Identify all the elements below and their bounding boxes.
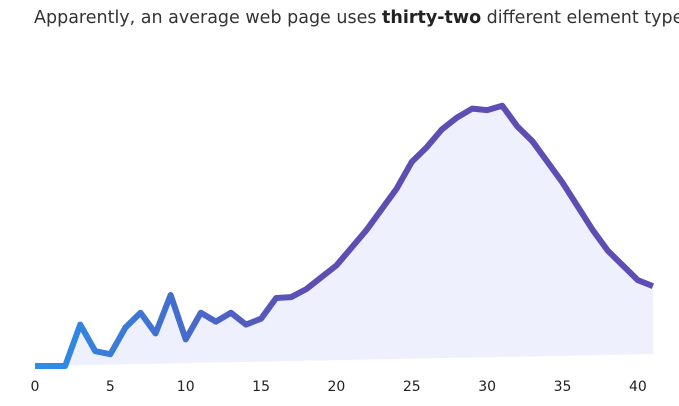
x-tick-label-40: 40 bbox=[629, 379, 647, 395]
caption-emphasis: thirty-two bbox=[382, 8, 482, 28]
data-point-19 bbox=[319, 275, 323, 279]
area-fill bbox=[35, 105, 653, 366]
data-point-28 bbox=[455, 116, 459, 120]
data-point-26 bbox=[425, 145, 429, 149]
data-point-20 bbox=[334, 263, 338, 267]
x-axis-ticks: 0 5 10 15 20 25 30 35 40 bbox=[31, 379, 647, 395]
data-point-5 bbox=[108, 352, 112, 356]
data-point-14 bbox=[244, 323, 248, 327]
data-point-27 bbox=[440, 127, 444, 131]
data-point-31 bbox=[500, 104, 504, 108]
data-point-18 bbox=[304, 287, 308, 291]
x-tick-label-5: 5 bbox=[106, 379, 115, 395]
x-tick-label-15: 15 bbox=[252, 379, 270, 395]
data-point-6 bbox=[123, 326, 127, 330]
data-point-35 bbox=[561, 181, 565, 185]
data-point-9 bbox=[169, 293, 173, 297]
data-point-24 bbox=[395, 187, 399, 191]
x-tick-label-35: 35 bbox=[554, 379, 572, 395]
x-tick-label-25: 25 bbox=[403, 379, 421, 395]
data-point-3 bbox=[78, 323, 82, 327]
data-point-16 bbox=[274, 296, 278, 300]
data-point-40 bbox=[636, 278, 640, 282]
data-point-11 bbox=[199, 311, 203, 315]
caption-text-end: different element types: bbox=[481, 8, 679, 28]
data-point-15 bbox=[259, 317, 263, 321]
data-point-33 bbox=[530, 139, 534, 143]
data-point-22 bbox=[365, 228, 369, 232]
data-point-39 bbox=[621, 263, 625, 267]
x-tick-label-20: 20 bbox=[328, 379, 346, 395]
series-line bbox=[35, 102, 655, 369]
data-point-7 bbox=[139, 311, 143, 315]
x-tick-label-10: 10 bbox=[177, 379, 195, 395]
data-point-23 bbox=[380, 207, 384, 211]
line-layer bbox=[33, 102, 655, 369]
area-layer bbox=[35, 105, 653, 366]
data-point-21 bbox=[350, 246, 354, 250]
x-tick-label-30: 30 bbox=[478, 379, 496, 395]
data-point-8 bbox=[154, 331, 158, 335]
data-point-30 bbox=[485, 108, 489, 112]
data-point-12 bbox=[214, 320, 218, 324]
data-point-17 bbox=[289, 295, 293, 299]
data-point-32 bbox=[515, 124, 519, 128]
data-point-2 bbox=[63, 364, 67, 368]
data-point-0 bbox=[33, 364, 37, 368]
data-point-36 bbox=[576, 204, 580, 208]
chart-caption: Apparently, an average web page uses thi… bbox=[34, 6, 679, 30]
data-point-13 bbox=[229, 311, 233, 315]
x-tick-label-0: 0 bbox=[31, 379, 40, 395]
data-point-29 bbox=[470, 107, 474, 111]
caption-text: Apparently, an average web page uses bbox=[34, 8, 383, 28]
data-point-4 bbox=[93, 349, 97, 353]
data-point-10 bbox=[184, 337, 188, 341]
data-point-37 bbox=[591, 228, 595, 232]
data-point-38 bbox=[606, 249, 610, 253]
data-point-25 bbox=[410, 160, 414, 164]
data-point-34 bbox=[545, 160, 549, 164]
data-point-41 bbox=[651, 284, 655, 288]
